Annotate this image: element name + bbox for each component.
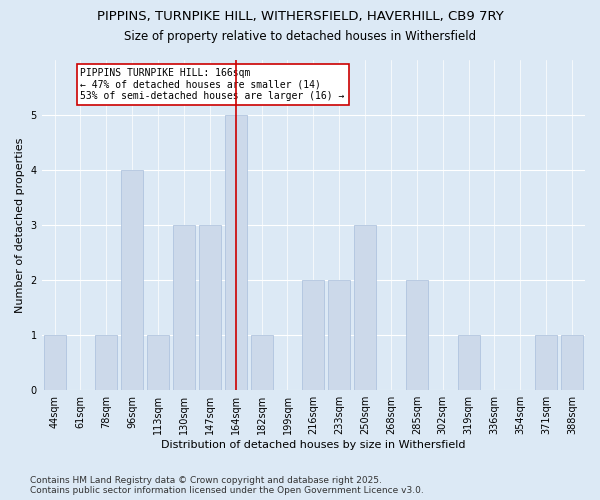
Bar	[458, 335, 479, 390]
Bar	[173, 225, 195, 390]
Bar	[354, 225, 376, 390]
Bar	[328, 280, 350, 390]
Text: Size of property relative to detached houses in Withersfield: Size of property relative to detached ho…	[124, 30, 476, 43]
Text: Contains HM Land Registry data © Crown copyright and database right 2025.
Contai: Contains HM Land Registry data © Crown c…	[30, 476, 424, 495]
Bar	[251, 335, 272, 390]
Bar	[199, 225, 221, 390]
Bar	[535, 335, 557, 390]
Bar	[302, 280, 325, 390]
X-axis label: Distribution of detached houses by size in Withersfield: Distribution of detached houses by size …	[161, 440, 466, 450]
Bar	[406, 280, 428, 390]
Bar	[95, 335, 118, 390]
Y-axis label: Number of detached properties: Number of detached properties	[15, 138, 25, 313]
Bar	[225, 115, 247, 390]
Text: PIPPINS TURNPIKE HILL: 166sqm
← 47% of detached houses are smaller (14)
53% of s: PIPPINS TURNPIKE HILL: 166sqm ← 47% of d…	[80, 68, 345, 102]
Bar	[561, 335, 583, 390]
Bar	[121, 170, 143, 390]
Text: PIPPINS, TURNPIKE HILL, WITHERSFIELD, HAVERHILL, CB9 7RY: PIPPINS, TURNPIKE HILL, WITHERSFIELD, HA…	[97, 10, 503, 23]
Bar	[44, 335, 65, 390]
Bar	[147, 335, 169, 390]
